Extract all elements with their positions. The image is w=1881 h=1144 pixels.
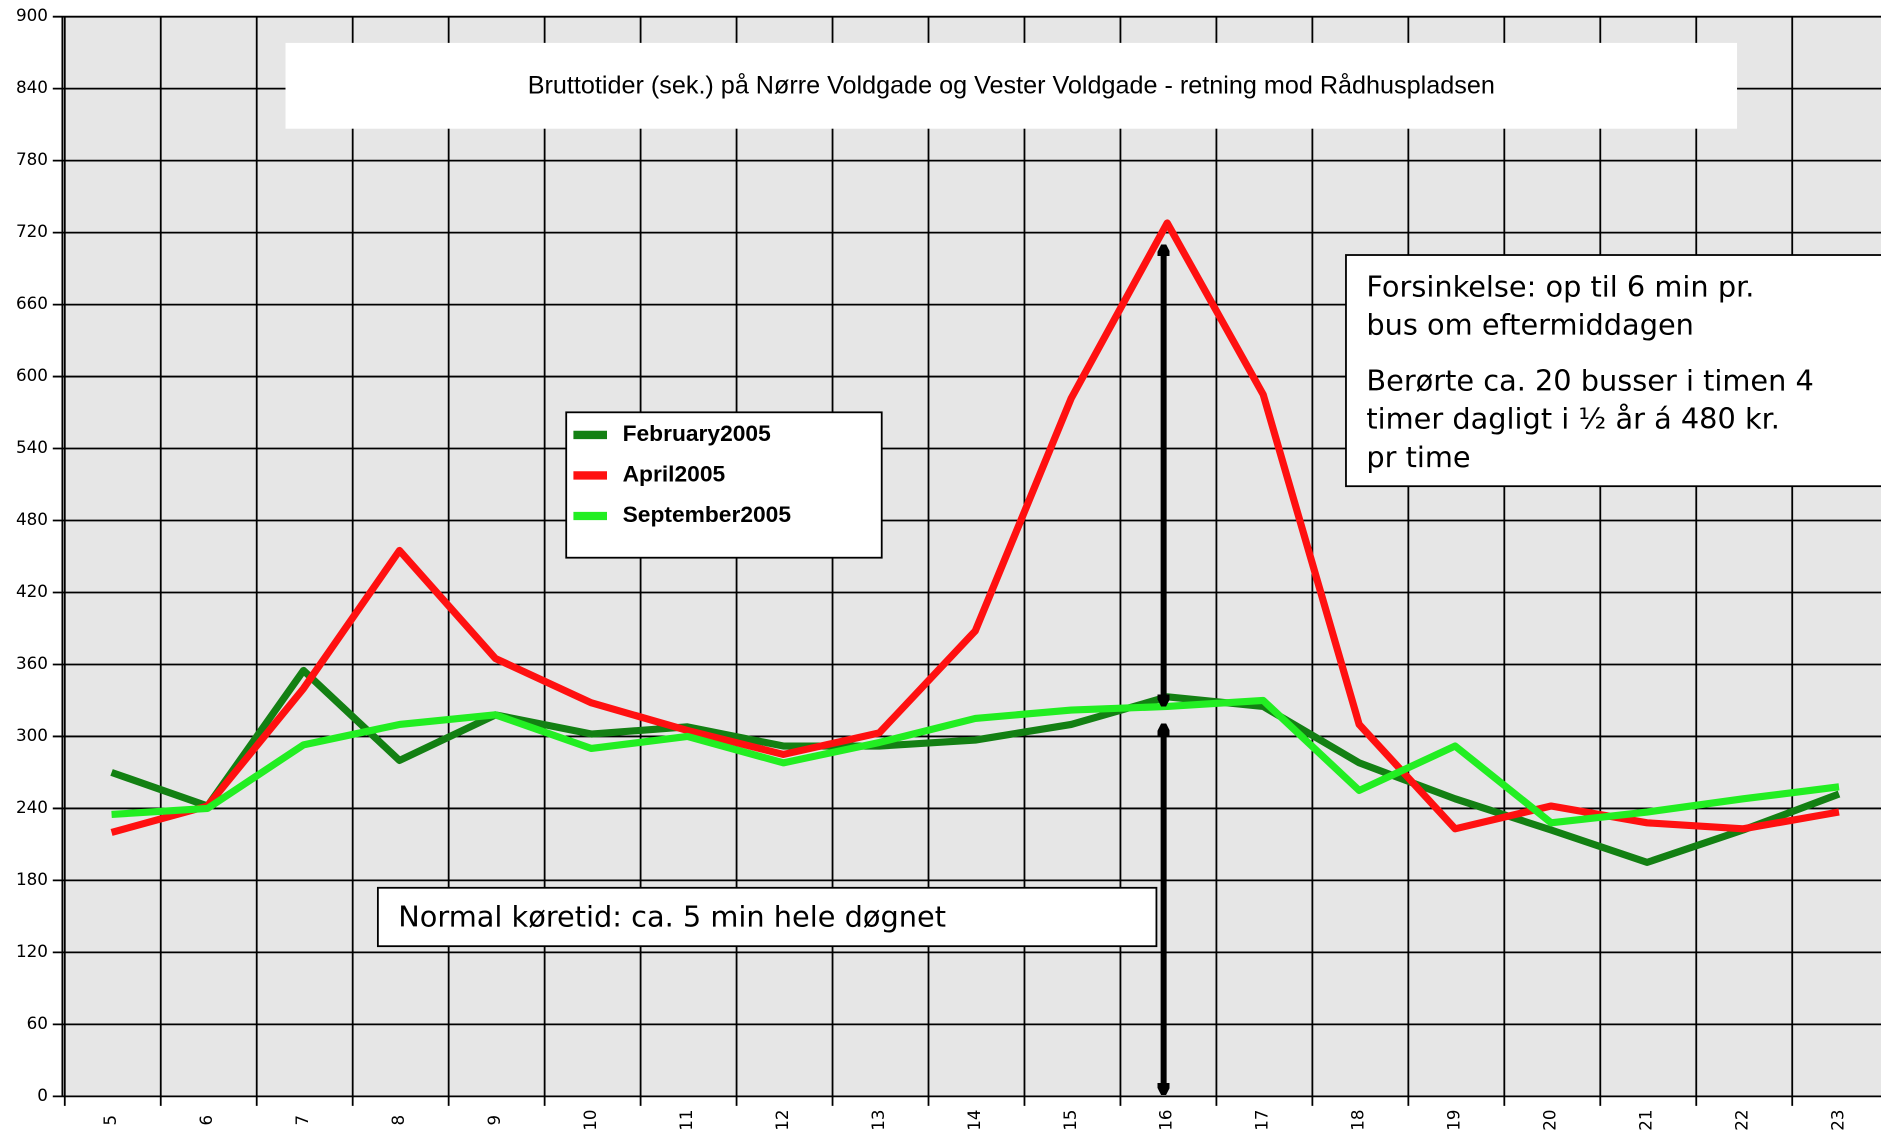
series-line <box>110 666 1841 866</box>
y-tick-label: 900 <box>16 5 48 25</box>
y-tick-label: 180 <box>16 869 48 889</box>
y-tick-label: 480 <box>16 509 48 529</box>
title-box <box>285 42 1738 129</box>
x-tick-label: 18 <box>1348 1110 1368 1131</box>
y-tick-label: 540 <box>16 437 48 457</box>
x-tick-label: 10 <box>580 1110 600 1131</box>
legend-label: April2005 <box>623 461 726 487</box>
y-tick-label: 0 <box>37 1085 48 1105</box>
y-tick-label: 840 <box>16 77 48 97</box>
y-tick-label: 360 <box>16 653 48 673</box>
x-tick-label: 23 <box>1827 1110 1847 1131</box>
x-tick-label: 8 <box>388 1115 408 1126</box>
annotation-text: Normal køretid: ca. 5 min hele døgnet <box>398 900 946 934</box>
y-tick-label: 780 <box>16 149 48 169</box>
annotation-text: pr time <box>1366 440 1470 474</box>
y-tick-label: 420 <box>16 581 48 601</box>
y-tick-label: 60 <box>27 1013 48 1033</box>
annotation-text: bus om eftermiddagen <box>1366 308 1694 342</box>
x-tick-label: 16 <box>1156 1110 1176 1131</box>
series-line <box>111 696 1840 827</box>
y-tick-label: 720 <box>16 221 48 241</box>
x-tick-label: 13 <box>868 1110 888 1131</box>
x-tick-label: 12 <box>772 1110 792 1131</box>
x-tick-label: 15 <box>1060 1110 1080 1131</box>
x-tick-label: 22 <box>1732 1110 1752 1131</box>
y-tick-label: 240 <box>16 797 48 817</box>
annotation-text: Berørte ca. 20 busser i timen 4 <box>1366 364 1813 398</box>
y-tick-label: 120 <box>16 941 48 961</box>
y-tick-label: 660 <box>16 293 48 313</box>
x-tick-label: 5 <box>100 1115 120 1126</box>
annotation-text: timer dagligt i ½ år á 480 kr. <box>1366 402 1780 436</box>
legend-box <box>565 411 883 559</box>
annotation-box <box>1345 254 1881 488</box>
x-tick-label: 19 <box>1444 1110 1464 1131</box>
x-tick-label: 6 <box>196 1115 216 1126</box>
legend-label: September2005 <box>623 501 791 527</box>
x-tick-label: 7 <box>292 1115 312 1126</box>
series-line <box>110 219 1840 836</box>
x-tick-label: 20 <box>1540 1110 1560 1131</box>
x-tick-label: 11 <box>676 1110 696 1131</box>
x-tick-label: 14 <box>964 1110 984 1131</box>
annotation-text: Forsinkelse: op til 6 min pr. <box>1366 269 1754 303</box>
y-tick-label: 300 <box>16 725 48 745</box>
x-tick-label: 9 <box>484 1115 504 1126</box>
x-tick-label: 21 <box>1636 1110 1656 1131</box>
chart-title: Bruttotider (sek.) på Nørre Voldgade og … <box>528 72 1495 100</box>
legend-label: February2005 <box>623 420 771 446</box>
annotation-box <box>376 886 1158 948</box>
y-tick-label: 600 <box>16 365 48 385</box>
x-tick-label: 17 <box>1252 1110 1272 1131</box>
